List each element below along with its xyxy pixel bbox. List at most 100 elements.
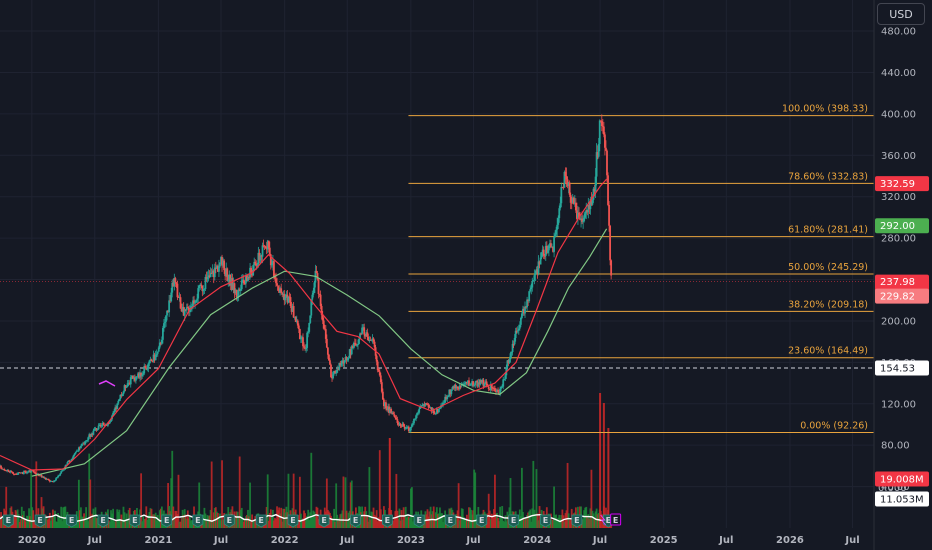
candle-body <box>324 329 327 339</box>
volume-bar <box>141 521 144 528</box>
earnings-marker <box>34 514 46 528</box>
candle-body <box>379 375 382 383</box>
candle-body <box>175 282 178 284</box>
volume-bar <box>527 512 530 528</box>
volume-bar <box>366 515 369 528</box>
fast-moving-average-line[interactable] <box>0 178 608 471</box>
candle-body <box>110 419 112 422</box>
candle-body <box>311 294 314 300</box>
volume-bar <box>174 510 177 528</box>
volume-bar <box>596 514 599 528</box>
candle-body <box>71 457 74 459</box>
candle-body <box>122 391 125 395</box>
slow-moving-average-line[interactable] <box>31 228 608 477</box>
volume-bar <box>333 508 336 528</box>
volume-bar <box>44 514 47 528</box>
candle-body <box>43 477 46 479</box>
x-tick-label: Jul <box>213 535 228 546</box>
volume-bar <box>222 519 224 528</box>
earnings-marker-label: E <box>290 516 295 525</box>
currency-button[interactable]: USD <box>877 3 925 25</box>
candle-body <box>394 416 397 418</box>
candle-body <box>333 371 336 373</box>
candle-body <box>254 261 257 264</box>
volume-bar <box>185 519 188 528</box>
volume-bar <box>116 509 119 528</box>
candle-body <box>205 276 208 280</box>
candle-body <box>260 255 263 257</box>
volume-bar <box>286 512 289 528</box>
volume-bar <box>208 515 211 528</box>
candle-body <box>544 245 547 256</box>
candle-body <box>251 273 254 276</box>
volume-bar <box>90 518 93 528</box>
candle-body <box>549 243 551 246</box>
fib-level-label: 61.80% (281.41) <box>788 225 868 236</box>
volume-bar <box>181 509 184 528</box>
candle-body <box>121 394 124 397</box>
candle-body <box>58 475 61 477</box>
volume-bar <box>307 509 310 528</box>
volume-bar <box>95 518 98 528</box>
candle-body <box>131 376 134 379</box>
candle-body <box>38 475 41 477</box>
candle-body <box>293 316 296 318</box>
candle-body <box>534 273 537 276</box>
volume-bar <box>292 473 295 528</box>
volume-bar <box>555 514 558 528</box>
candle-body <box>566 179 569 186</box>
candle-body <box>452 387 455 389</box>
y-tick-label: 280.00 <box>881 234 916 245</box>
volume-bar <box>184 514 187 528</box>
volume-bar <box>93 517 96 528</box>
candle-body <box>551 246 553 248</box>
candle-body <box>117 401 120 404</box>
volume-bar <box>397 519 400 528</box>
candle-body <box>160 339 163 344</box>
volume-bar <box>243 518 246 528</box>
candle-body <box>354 343 357 346</box>
candle-body <box>13 473 16 475</box>
candle-body <box>510 352 513 354</box>
candle-body <box>252 265 255 276</box>
candle-body <box>174 278 177 283</box>
volume-spike-bar <box>599 393 602 528</box>
candle-body <box>264 246 267 249</box>
candle-body <box>532 280 535 282</box>
candle-body <box>310 299 313 316</box>
fibonacci-retracement[interactable]: 100.00% (398.33) 78.60% (332.83) 61.80% (2… <box>408 104 874 433</box>
candle-body <box>450 389 453 395</box>
candle-body <box>268 247 271 255</box>
volume-bar <box>112 508 114 528</box>
volume-bar <box>378 450 381 528</box>
candle-body <box>601 126 604 127</box>
candle-body <box>570 202 573 204</box>
candle-body <box>347 357 350 359</box>
volume-partial-label: 0.000 <box>878 483 907 494</box>
candle-body <box>84 441 86 445</box>
candle-body <box>519 317 522 325</box>
volume-badge-background <box>875 471 929 487</box>
candle-body <box>171 282 174 293</box>
candle-body <box>365 332 368 337</box>
candle-body <box>446 396 449 400</box>
earnings-marker-label: E <box>606 516 611 525</box>
candle-body <box>295 320 298 322</box>
candle-body <box>453 385 456 389</box>
candle-body <box>151 361 154 362</box>
candle-body <box>574 202 577 211</box>
volume-bar <box>412 521 414 528</box>
candle-body <box>292 305 295 318</box>
candle-body <box>165 315 167 322</box>
trend-annotation-mark[interactable] <box>98 380 116 387</box>
candle-body <box>143 366 146 374</box>
candle-body <box>483 383 486 387</box>
candle-body <box>183 309 186 316</box>
earnings-marker-label: E <box>448 516 453 525</box>
candle-body <box>485 381 488 386</box>
volume-bar <box>58 515 61 528</box>
x-tick-label: 2023 <box>397 535 425 546</box>
volume-bar <box>457 483 460 528</box>
